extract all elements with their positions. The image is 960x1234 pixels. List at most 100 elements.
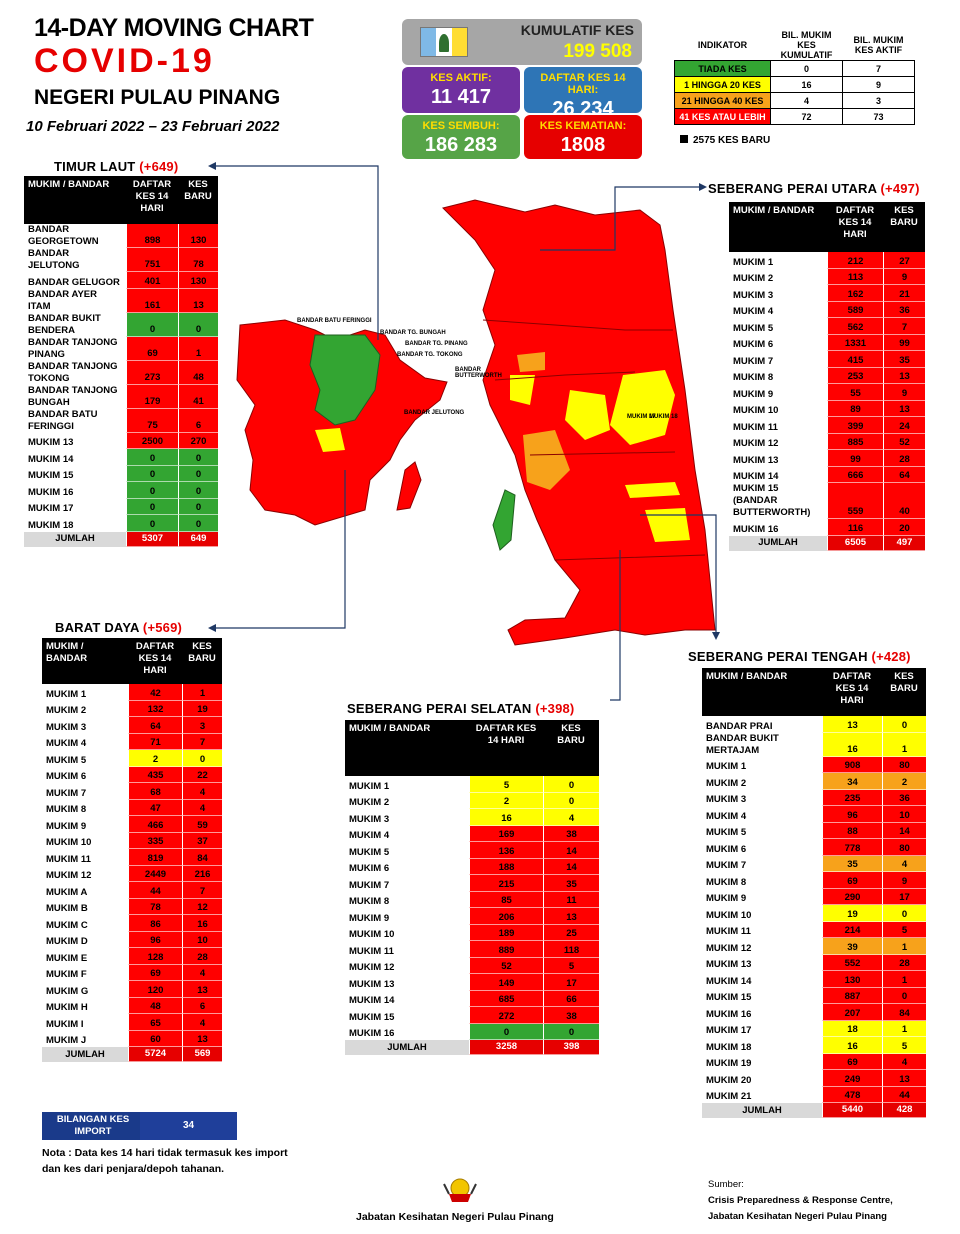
- row-label: MUKIM 7: [733, 355, 774, 367]
- row-daftar: 13: [822, 716, 882, 733]
- total-row: JUMLAH 3258 398: [345, 1040, 599, 1055]
- row-daftar: 96: [822, 806, 882, 823]
- row-kes-baru: 0: [882, 716, 926, 733]
- row-label: MUKIM 3: [706, 794, 747, 805]
- table-row: MUKIM 14 130 1: [702, 971, 926, 988]
- table-row: MUKIM 3 16 4: [345, 809, 599, 826]
- covid-title: COVID-19: [34, 42, 215, 80]
- table-row: MUKIM F 69 4: [42, 964, 222, 981]
- table-row: MUKIM 16 0 0: [24, 482, 218, 499]
- row-label: BANDAR AYER ITAM: [28, 288, 97, 312]
- row-label: MUKIM 10: [349, 929, 395, 940]
- row-kes-baru: 13: [543, 908, 599, 925]
- row-daftar: 908: [822, 756, 882, 773]
- row-daftar: 889: [469, 941, 543, 958]
- total-daftar: 5724: [128, 1047, 182, 1062]
- map-label-butterworth: BANDAR BUTTERWORTH: [455, 367, 502, 379]
- row-daftar: 68: [128, 783, 182, 800]
- table-row: MUKIM 13 2500 270: [24, 432, 218, 449]
- row-label: MUKIM 13: [28, 437, 74, 448]
- table-row: MUKIM 11 399 24: [729, 417, 925, 434]
- aktif-value: 11 417: [430, 86, 492, 108]
- row-kes-baru: 25: [543, 924, 599, 941]
- table-row: MUKIM 1 42 1: [42, 684, 222, 701]
- table-row: BANDAR JELUTONG 751 78: [24, 248, 218, 272]
- row-daftar: 2500: [126, 432, 178, 449]
- total-daftar: 5440: [822, 1103, 882, 1118]
- row-daftar: 47: [128, 799, 182, 816]
- table-row: MUKIM 6 188 14: [345, 858, 599, 875]
- aktif-box: KES AKTIF: 11 417: [402, 67, 520, 113]
- row-kes-baru: 6: [178, 408, 218, 433]
- table-row: MUKIM 14 685 66: [345, 990, 599, 1007]
- row-label: MUKIM 4: [706, 810, 747, 822]
- row-daftar: 685: [469, 990, 543, 1007]
- row-label: MUKIM C: [46, 919, 88, 931]
- row-kes-baru: 1: [882, 732, 926, 757]
- spt-table: MUKIM / BANDAR DAFTAR KES 14 HARI KES BA…: [702, 668, 926, 1118]
- row-daftar: 2449: [128, 865, 182, 882]
- row-daftar: 290: [822, 888, 882, 905]
- row-kes-baru: 1: [882, 971, 926, 988]
- row-label: BANDAR PRAI: [706, 720, 773, 732]
- row-label: BANDAR TANJONG TOKONG: [28, 360, 118, 384]
- table-row: BANDAR BUKIT MERTAJAM 16 1: [702, 732, 926, 757]
- row-label: MUKIM 4: [733, 306, 774, 317]
- table-row: MUKIM 8 47 4: [42, 799, 222, 816]
- row-kes-baru: 4: [182, 783, 222, 800]
- row-daftar: 2: [128, 750, 182, 767]
- row-kes-baru: 17: [543, 974, 599, 991]
- row-daftar: 99: [827, 450, 883, 467]
- row-label: MUKIM 2: [46, 705, 87, 716]
- row-daftar: 273: [126, 360, 178, 385]
- row-label: MUKIM 18: [706, 1041, 752, 1053]
- row-label: MUKIM 8: [46, 804, 87, 815]
- row-kes-baru: 7: [883, 318, 925, 335]
- row-label: MUKIM 1: [349, 780, 390, 792]
- kematian-box: KES KEMATIAN: 1808: [524, 115, 642, 159]
- aktif-label: KES AKTIF:: [430, 72, 492, 84]
- table-row: MUKIM 16 0 0: [345, 1023, 599, 1040]
- table-row: MUKIM 8 85 11: [345, 891, 599, 908]
- row-label: MUKIM B: [46, 903, 88, 914]
- row-kes-baru: 1: [882, 938, 926, 955]
- row-daftar: 235: [822, 789, 882, 806]
- mainland-yellow-5: [510, 375, 535, 405]
- row-kes-baru: 13: [883, 367, 925, 384]
- row-kes-baru: 9: [883, 268, 925, 285]
- row-kes-baru: 270: [178, 432, 218, 449]
- table-row: MUKIM 18 16 5: [702, 1037, 926, 1054]
- row-daftar: 215: [469, 875, 543, 892]
- row-label: MUKIM 16: [733, 523, 779, 535]
- mainland-orange-1: [523, 430, 570, 490]
- row-daftar: 0: [126, 498, 178, 515]
- row-daftar: 132: [128, 700, 182, 717]
- table-row: MUKIM 15 887 0: [702, 987, 926, 1004]
- spt-title: SEBERANG PERAI TENGAH (+428): [688, 649, 911, 664]
- table-row: MUKIM 11 214 5: [702, 921, 926, 938]
- row-label: MUKIM 12: [349, 962, 395, 973]
- row-daftar: 128: [128, 948, 182, 965]
- row-label: MUKIM 16: [28, 486, 74, 498]
- row-daftar: 113: [827, 268, 883, 285]
- row-daftar: 552: [822, 954, 882, 971]
- row-daftar: 751: [126, 248, 178, 272]
- table-row: MUKIM 12 2449 216: [42, 865, 222, 882]
- table-row: MUKIM 4 169 38: [345, 825, 599, 842]
- row-kes-baru: 7: [182, 882, 222, 899]
- table-row: MUKIM 13 149 17: [345, 974, 599, 991]
- kumulatif-label: KUMULATIF KES: [520, 22, 634, 38]
- row-daftar: 589: [827, 301, 883, 318]
- row-kes-baru: 40: [883, 483, 925, 519]
- row-kes-baru: 5: [882, 1037, 926, 1054]
- row-daftar: 130: [822, 971, 882, 988]
- row-kes-baru: 22: [182, 766, 222, 783]
- row-daftar: 18: [822, 1020, 882, 1037]
- row-kes-baru: 0: [882, 987, 926, 1004]
- row-kes-baru: 4: [543, 809, 599, 826]
- row-daftar: 335: [128, 832, 182, 849]
- mainland-yellow-2: [565, 390, 610, 440]
- row-daftar: 562: [827, 318, 883, 335]
- import-box: BILANGAN KES IMPORT 34: [42, 1112, 237, 1140]
